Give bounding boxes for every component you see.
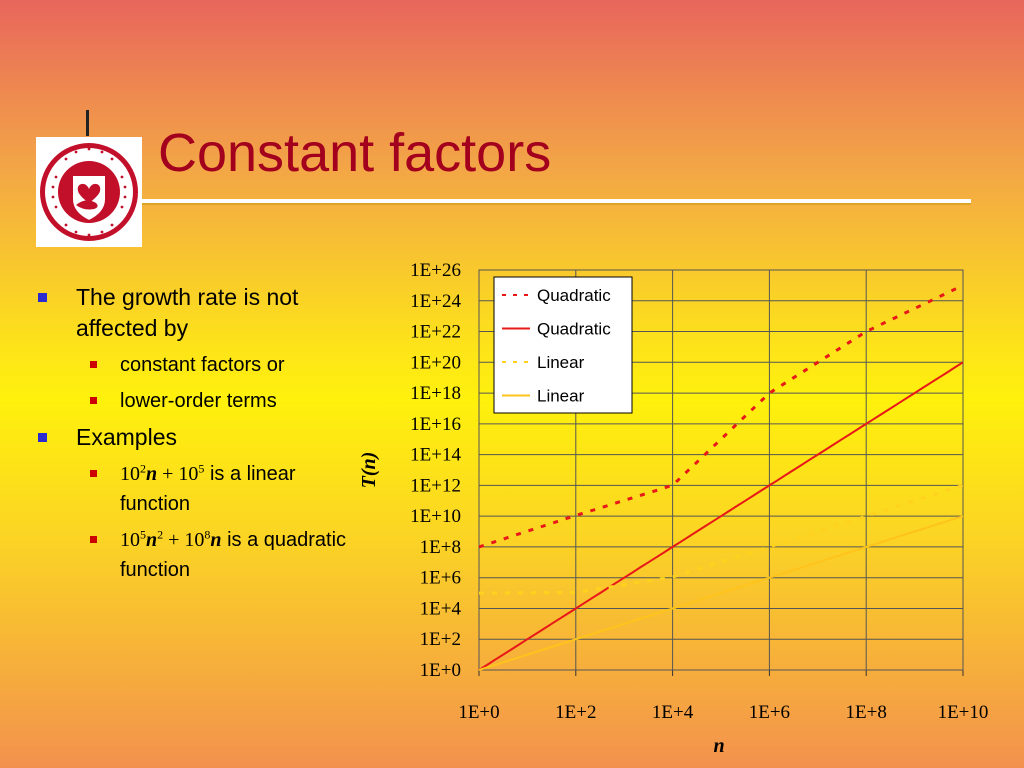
x-tick-label: 1E+4 [652, 702, 694, 723]
bullet-growth-rate: The growth rate is not affected by [36, 282, 366, 344]
bullet-square-icon [38, 433, 47, 442]
plot-area-border [478, 269, 964, 671]
bullet-square-icon [90, 361, 97, 368]
series-line-quadratic-dotted [478, 284, 964, 549]
y-tick-label: 1E+2 [420, 629, 461, 650]
subbullet-constant-factors: constant factors or [36, 350, 366, 380]
bullet-square-icon [38, 293, 47, 302]
x-tick-label: 1E+0 [458, 702, 499, 723]
y-tick-label: 1E+18 [410, 383, 461, 404]
bullet-examples: Examples [36, 422, 366, 453]
bullet-text: The growth rate is not affected by [76, 284, 299, 341]
y-tick-label: 1E+4 [420, 598, 462, 619]
logo [36, 137, 142, 247]
subbullet-text: constant factors or [120, 354, 285, 376]
y-tick-label: 1E+26 [410, 260, 461, 281]
y-tick-label: 1E+0 [420, 660, 461, 681]
x-axis-label: n [713, 735, 724, 757]
legend-box [493, 276, 633, 414]
y-tick-label: 1E+20 [410, 352, 461, 373]
accent-line [86, 110, 89, 136]
bullet-list: The growth rate is not affected by const… [36, 282, 366, 591]
title-rule-shadow [142, 203, 971, 205]
bullet-square-icon [90, 536, 97, 543]
legend-label: Linear [537, 387, 585, 406]
subbullet-text: is a linear function [120, 463, 296, 515]
subbullet-lower-order: lower-order terms [36, 386, 366, 416]
y-tick-label: 1E+24 [410, 291, 461, 312]
y-axis-label: T(n) [358, 452, 380, 489]
legend-label: Quadratic [537, 320, 611, 339]
bullet-square-icon [90, 470, 97, 477]
math-expression: 102n + 105 [120, 461, 205, 485]
logo-seal-icon [40, 143, 138, 241]
series-line-linear-dotted [478, 483, 964, 595]
y-tick-label: 1E+16 [410, 414, 461, 435]
subbullet-text: lower-order terms [120, 390, 277, 412]
x-tick-label: 1E+10 [938, 702, 989, 723]
legend-label: Linear [537, 353, 585, 372]
bullet-text: Examples [76, 424, 177, 450]
subbullet-linear-example: 102n + 105 is a linear function [36, 459, 366, 519]
x-tick-label: 1E+2 [555, 702, 596, 723]
subbullet-text: is a quadratic function [120, 529, 347, 581]
y-tick-label: 1E+22 [410, 322, 461, 343]
y-tick-label: 1E+12 [410, 475, 461, 496]
subbullet-quadratic-example: 105n2 + 108n is a quadratic function [36, 525, 366, 585]
y-tick-label: 1E+14 [410, 445, 461, 466]
y-tick-label: 1E+8 [420, 537, 461, 558]
series-line-linear-solid [478, 515, 964, 671]
slide-title: Constant factors [158, 123, 552, 183]
series-line-quadratic-solid [478, 361, 964, 671]
y-tick-label: 1E+10 [410, 506, 461, 527]
title-rule [142, 199, 971, 203]
math-expression: 105n2 + 108n [120, 527, 222, 551]
x-tick-label: 1E+6 [749, 702, 790, 723]
y-tick-label: 1E+6 [420, 568, 461, 589]
legend-label: Quadratic [537, 286, 611, 305]
bullet-square-icon [90, 397, 97, 404]
x-tick-label: 1E+8 [846, 702, 887, 723]
